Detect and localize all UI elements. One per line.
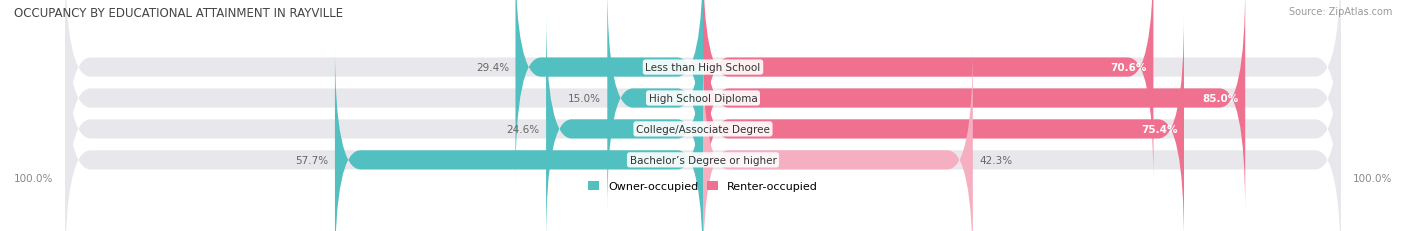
Text: 85.0%: 85.0%: [1202, 94, 1239, 103]
FancyBboxPatch shape: [335, 46, 703, 231]
Text: Bachelor’s Degree or higher: Bachelor’s Degree or higher: [630, 155, 776, 165]
Text: Less than High School: Less than High School: [645, 63, 761, 73]
Legend: Owner-occupied, Renter-occupied: Owner-occupied, Renter-occupied: [588, 181, 818, 191]
FancyBboxPatch shape: [546, 16, 703, 231]
FancyBboxPatch shape: [516, 0, 703, 181]
Text: 15.0%: 15.0%: [568, 94, 600, 103]
FancyBboxPatch shape: [703, 46, 973, 231]
Text: 24.6%: 24.6%: [506, 124, 540, 134]
Text: 75.4%: 75.4%: [1142, 124, 1178, 134]
FancyBboxPatch shape: [607, 0, 703, 212]
FancyBboxPatch shape: [703, 0, 1246, 212]
FancyBboxPatch shape: [65, 16, 1341, 231]
Text: High School Diploma: High School Diploma: [648, 94, 758, 103]
Text: 70.6%: 70.6%: [1111, 63, 1147, 73]
Text: 100.0%: 100.0%: [14, 173, 53, 183]
FancyBboxPatch shape: [703, 16, 1184, 231]
Text: Source: ZipAtlas.com: Source: ZipAtlas.com: [1288, 7, 1392, 17]
Text: 42.3%: 42.3%: [979, 155, 1012, 165]
FancyBboxPatch shape: [65, 0, 1341, 212]
Text: 29.4%: 29.4%: [477, 63, 509, 73]
Text: 100.0%: 100.0%: [1353, 173, 1392, 183]
Text: College/Associate Degree: College/Associate Degree: [636, 124, 770, 134]
FancyBboxPatch shape: [65, 46, 1341, 231]
Text: 57.7%: 57.7%: [295, 155, 329, 165]
Text: OCCUPANCY BY EDUCATIONAL ATTAINMENT IN RAYVILLE: OCCUPANCY BY EDUCATIONAL ATTAINMENT IN R…: [14, 7, 343, 20]
FancyBboxPatch shape: [703, 0, 1153, 181]
FancyBboxPatch shape: [65, 0, 1341, 181]
